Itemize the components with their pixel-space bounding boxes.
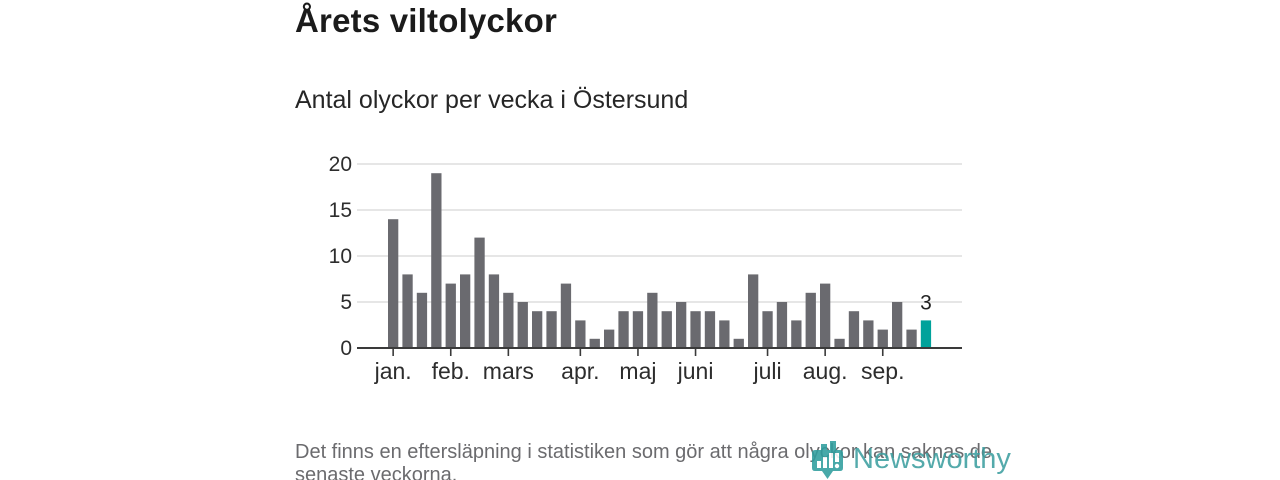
bar [863,320,874,348]
month-label: jan. [374,358,412,384]
bar [820,283,831,348]
bar [805,292,816,348]
y-axis-label: 15 [329,199,352,222]
bar [575,320,586,348]
month-label: sep. [861,358,904,384]
bar [748,274,759,348]
month-label: feb. [432,358,470,384]
bar [647,292,658,348]
bar-current-week [920,320,932,348]
newsworthy-logo-text: Newsworthy [853,442,1011,475]
y-axis-label: 5 [340,291,352,314]
bar [604,329,615,348]
month-label: juni [677,358,714,384]
bar [834,338,845,348]
bar [517,302,528,348]
bar [416,292,428,348]
bar [546,311,557,348]
y-axis-label: 20 [329,153,352,176]
bar [892,302,903,348]
chart-title: Årets viltolyckor [295,2,558,39]
bar [532,311,543,348]
bar [762,311,773,348]
bar [402,274,413,348]
month-label: apr. [561,358,599,384]
bar [388,219,399,348]
month-label: mars [483,358,534,384]
bar [445,283,456,348]
bar [474,237,485,348]
bar [676,302,687,348]
footnote-line-2: senaste veckorna. [295,463,458,480]
bar [848,311,860,348]
bar [618,311,629,348]
bar [560,283,572,348]
newsworthy-marker-icon [812,441,843,479]
bar [733,338,744,348]
y-axis-label: 0 [340,337,352,360]
bar [776,302,788,348]
bar [632,311,644,348]
bar [589,338,600,348]
bar [877,329,888,348]
last-bar-value-label: 3 [920,291,932,314]
newsworthy-logo: Newsworthy [809,437,1011,480]
bar [503,292,514,348]
bar [460,274,471,348]
bar [704,311,716,348]
month-label: juli [752,358,781,384]
bar [488,274,500,348]
bar [719,320,730,348]
bar [431,173,442,348]
bar [661,311,672,348]
bar [690,311,701,348]
bar-chart: 0 5 10 15 20 jan. feb. mars apr. maj juni juli aug. s… [329,153,962,384]
y-axis-label: 10 [329,245,352,268]
chart-subtitle: Antal olyckor per vecka i Östersund [295,86,689,114]
month-label: maj [619,358,656,384]
month-label: aug. [803,358,848,384]
bar [906,329,917,348]
bar [791,320,802,348]
